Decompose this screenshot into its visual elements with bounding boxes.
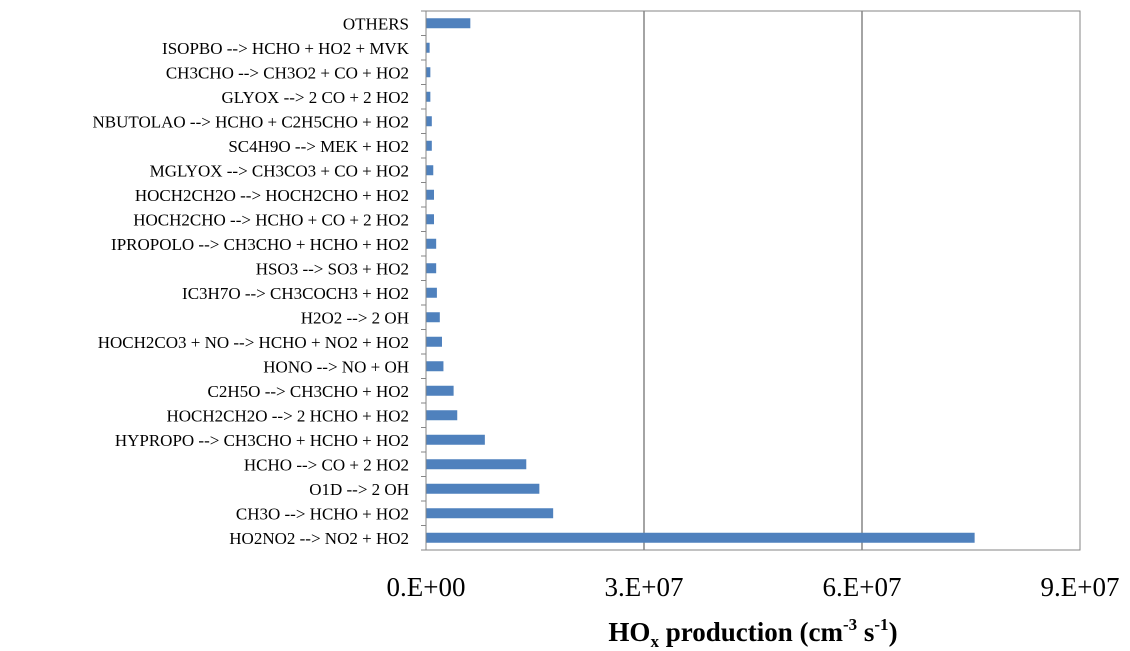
x-axis-title-end: ) (889, 617, 898, 647)
category-label: HOCH2CH2O --> 2 HCHO + HO2 (166, 406, 409, 425)
x-axis-title-sup1: -3 (843, 615, 857, 634)
bars (426, 18, 975, 543)
category-label: OTHERS (343, 14, 409, 33)
category-label: HOCH2CHO --> HCHO + CO + 2 HO2 (133, 210, 409, 229)
category-label: C2H5O --> CH3CHO + HO2 (208, 382, 409, 401)
x-tick-label: 9.E+07 (1041, 572, 1120, 602)
bar (426, 361, 444, 372)
x-axis-title-main: HO (608, 617, 650, 647)
bar (426, 42, 430, 53)
category-label: HCHO --> CO + 2 HO2 (244, 455, 409, 474)
x-axis-title-sub: x (650, 632, 659, 651)
category-label: MGLYOX --> CH3CO3 + CO + HO2 (150, 161, 409, 180)
category-label: HSO3 --> SO3 + HO2 (256, 259, 409, 278)
bar (426, 18, 471, 29)
bar (426, 67, 431, 78)
category-label: GLYOX --> 2 CO + 2 HO2 (222, 88, 409, 107)
bar (426, 508, 554, 519)
bar (426, 263, 437, 274)
category-label: HYPROPO --> CH3CHO + HCHO + HO2 (115, 431, 409, 450)
bar (426, 165, 434, 176)
bar (426, 140, 432, 151)
bar (426, 336, 442, 347)
x-axis-title-sup2: -1 (874, 615, 888, 634)
bar (426, 91, 431, 102)
x-tick-labels: 0.E+00 3.E+07 6.E+07 9.E+07 (387, 572, 1120, 602)
category-label: H2O2 --> 2 OH (301, 308, 409, 327)
category-label: HOCH2CH2O --> HOCH2CHO + HO2 (135, 186, 409, 205)
bar (426, 459, 527, 470)
x-axis-title-text: production (cm (659, 617, 844, 647)
bar (426, 189, 434, 200)
x-tick-label: 3.E+07 (605, 572, 684, 602)
bar (426, 116, 432, 127)
category-label: ISOPBO --> HCHO + HO2 + MVK (162, 39, 410, 58)
bar (426, 532, 975, 543)
category-ticks (421, 10, 426, 551)
bar (426, 410, 458, 421)
category-label: CH3CHO --> CH3O2 + CO + HO2 (166, 63, 409, 82)
category-label: HOCH2CO3 + NO --> HCHO + NO2 + HO2 (98, 333, 409, 352)
bar (426, 483, 540, 494)
category-label: IC3H7O --> CH3COCH3 + HO2 (182, 284, 409, 303)
category-labels: HO2NO2 --> NO2 + HO2 CH3O --> HCHO + HO2 O… (92, 14, 409, 548)
category-label: NBUTOLAO --> HCHO + C2H5CHO + HO2 (92, 112, 409, 131)
gridlines (643, 11, 863, 550)
category-label: CH3O --> HCHO + HO2 (236, 504, 409, 523)
bar (426, 238, 437, 249)
x-axis-title-mid: s (857, 617, 874, 647)
bar (426, 434, 485, 445)
x-tick-label: 6.E+07 (823, 572, 902, 602)
bar (426, 385, 454, 396)
x-axis-title: HOx production (cm-3 s-1) (608, 615, 897, 651)
x-tick-label: 0.E+00 (387, 572, 466, 602)
category-label: O1D --> 2 OH (309, 480, 409, 499)
category-label: HONO --> NO + OH (263, 357, 409, 376)
category-label: HO2NO2 --> NO2 + HO2 (229, 529, 409, 548)
category-label: SC4H9O --> MEK + HO2 (228, 137, 409, 156)
bar (426, 214, 434, 225)
category-label: IPROPOLO --> CH3CHO + HCHO + HO2 (111, 235, 409, 254)
plot-area (425, 10, 1081, 551)
bar (426, 287, 437, 298)
bar (426, 312, 440, 323)
